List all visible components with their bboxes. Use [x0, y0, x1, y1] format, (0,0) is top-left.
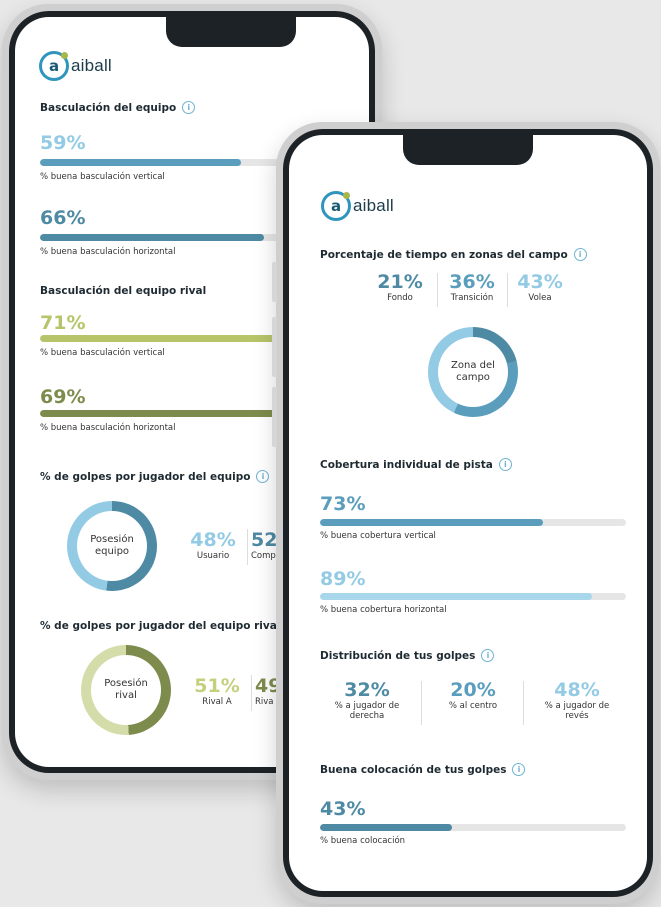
divider [437, 273, 438, 307]
stat-transicion: 36% Transición [449, 271, 495, 303]
progress-bar [320, 593, 626, 600]
metric-label: % buena basculación vertical [40, 348, 165, 358]
metric-label: % buena basculación vertical [40, 172, 165, 182]
progress-fill [320, 824, 452, 831]
progress-bar [320, 824, 626, 831]
stat-reves: 48% % a jugador de revés [544, 679, 610, 721]
metric-label: % buena basculación horizontal [40, 423, 176, 433]
info-icon[interactable]: i [498, 458, 512, 471]
progress-bar [40, 335, 369, 342]
divider [421, 681, 422, 725]
aiball-logo-icon: a [321, 191, 351, 221]
section-title-cobertura: Cobertura individual de pista i [320, 458, 512, 471]
stat-usuario: 48% Usuario [190, 529, 236, 561]
stat-companero: 52 Comp [251, 529, 278, 561]
section-title-basculacion-equipo: Basculación del equipo i [40, 101, 196, 114]
right-phone-screen: a aiball Porcentaje de tiempo en zonas d… [289, 135, 647, 891]
divider [507, 273, 508, 307]
progress-bar [320, 519, 626, 526]
donut-label: Posesión rival [90, 654, 162, 726]
metric-value: 69% [40, 386, 86, 408]
right-phone: a aiball Porcentaje de tiempo en zonas d… [272, 122, 660, 904]
metric-value: 43% [320, 798, 366, 820]
info-icon[interactable]: i [256, 470, 270, 483]
progress-bar [40, 410, 369, 417]
right-phone-notch [403, 135, 533, 165]
aiball-logo-icon: a [39, 51, 69, 81]
section-title-zonas: Porcentaje de tiempo en zonas del campo i [320, 248, 587, 261]
progress-fill [320, 519, 544, 526]
donut-label: Posesión equipo [76, 510, 148, 582]
progress-fill [40, 234, 265, 241]
stat-rival-b: 49 Riva [255, 675, 282, 707]
metric-value: 59% [40, 132, 86, 154]
info-icon[interactable]: i [481, 649, 495, 662]
metric-value: 73% [320, 493, 366, 515]
metric-label: % buena cobertura horizontal [320, 605, 447, 615]
section-title-basculacion-rival: Basculación del equipo rival [40, 285, 207, 297]
info-icon[interactable]: i [573, 248, 587, 261]
stat-volea: 43% Volea [517, 271, 563, 303]
left-phone-notch [166, 17, 296, 47]
stat-fondo: 21% Fondo [377, 271, 423, 303]
progress-fill [40, 335, 282, 342]
metric-value: 71% [40, 312, 86, 334]
donut-posesion-rival: Posesión rival [81, 645, 171, 735]
divider [523, 681, 524, 725]
donut-zona-campo: Zona del campo [428, 327, 518, 417]
logo-text: aiball [71, 56, 112, 75]
progress-fill [40, 410, 275, 417]
logo-text: aiball [353, 196, 394, 215]
section-title-distribucion: Distribución de tus golpes i [320, 649, 495, 662]
donut-posesion-equipo: Posesión equipo [67, 501, 157, 591]
progress-bar [40, 159, 369, 166]
metric-label: % buena colocación [320, 836, 406, 846]
side-button [272, 387, 277, 447]
side-button [272, 262, 277, 302]
section-title-golpes-rival: % de golpes por jugador del equipo rival [40, 620, 281, 632]
progress-bar [40, 234, 369, 241]
metric-value: 66% [40, 207, 86, 229]
stat-centro: 20% % al centro [448, 679, 498, 711]
section-title-golpes-equipo: % de golpes por jugador del equipo i [40, 470, 270, 483]
metric-value: 89% [320, 568, 366, 590]
section-title-colocacion: Buena colocación de tus golpes i [320, 763, 526, 776]
info-icon[interactable]: i [512, 763, 526, 776]
stat-rival-a: 51% Rival A [194, 675, 240, 707]
donut-label: Zona del campo [437, 336, 509, 408]
metric-label: % buena basculación horizontal [40, 247, 176, 257]
left-logo: a aiball [39, 51, 112, 81]
progress-fill [40, 159, 241, 166]
divider [251, 675, 252, 711]
progress-fill [320, 593, 593, 600]
divider [247, 529, 248, 565]
info-icon[interactable]: i [182, 101, 196, 114]
right-logo: a aiball [321, 191, 394, 221]
side-button [272, 317, 277, 377]
metric-label: % buena cobertura vertical [320, 531, 436, 541]
stat-derecha: 32% % a jugador de derecha [334, 679, 400, 721]
